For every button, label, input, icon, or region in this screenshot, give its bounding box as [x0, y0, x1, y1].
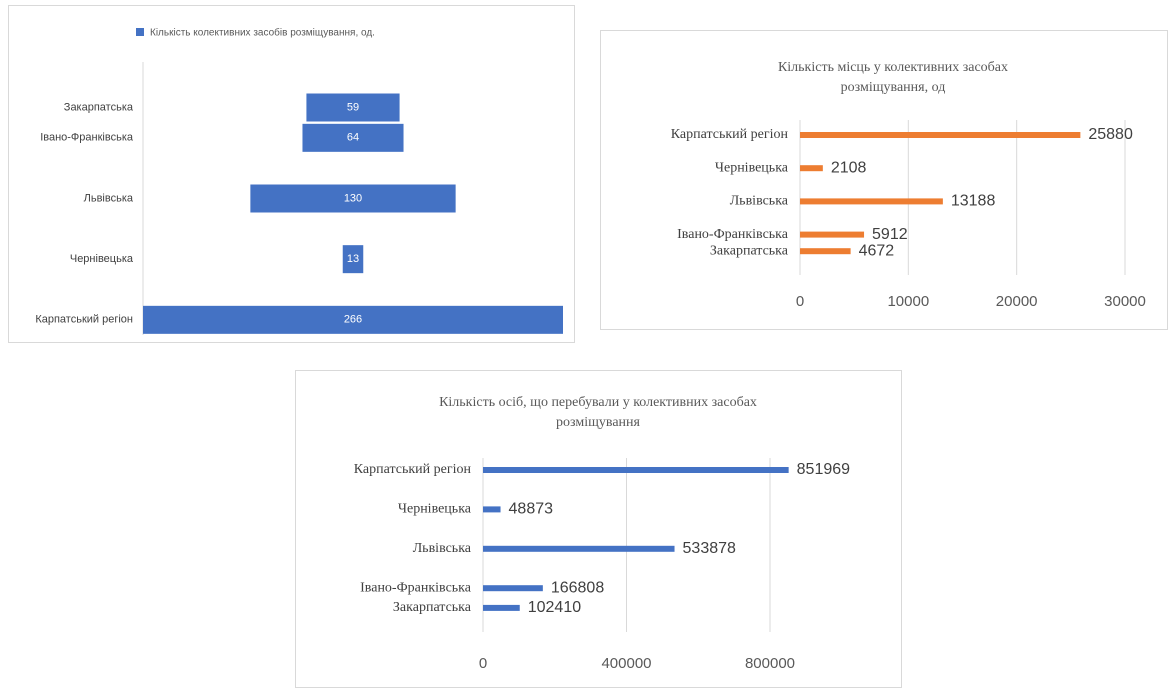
bar [800, 132, 1081, 138]
category-label: Закарпатська [710, 243, 789, 258]
category-label: Івано-Франківська [677, 227, 789, 242]
frame [600, 30, 1168, 330]
x-tick-label: 0 [796, 293, 804, 310]
legend-swatch [136, 28, 144, 36]
data-label: 25880 [1088, 126, 1133, 143]
data-label: 64 [347, 132, 359, 144]
data-label: 2108 [831, 159, 867, 176]
bar [302, 123, 404, 152]
chart-title: Кількість осіб, що перебували у колектив… [439, 395, 757, 410]
data-label: 48873 [509, 501, 554, 518]
category-label: Карпатський регіон [35, 314, 133, 326]
bar [800, 165, 823, 172]
data-label: 166808 [551, 579, 604, 596]
category-label: Львівська [84, 192, 134, 204]
data-label: 102410 [528, 599, 581, 616]
category-label: Карпатський регіон [354, 462, 472, 477]
category-label: Закарпатська [393, 600, 472, 615]
bar [800, 231, 865, 238]
category-label: Львівська [413, 541, 472, 556]
x-tick-label: 0 [479, 655, 487, 672]
data-label: 266 [344, 314, 362, 326]
category-label: Івано-Франківська [40, 132, 134, 144]
x-tick-label: 20000 [996, 293, 1038, 310]
category-label: Карпатський регіон [671, 127, 789, 142]
chart-title: розміщування [556, 415, 640, 430]
x-tick-label: 10000 [887, 293, 929, 310]
data-label: 5912 [872, 226, 908, 243]
data-label: 130 [344, 192, 362, 204]
category-label: Чернівецька [70, 253, 134, 265]
data-label: 533878 [683, 540, 736, 557]
x-tick-label: 30000 [1104, 293, 1146, 310]
data-label: 4672 [859, 242, 895, 259]
category-label: Львівська [730, 194, 789, 209]
bar [800, 248, 851, 255]
frame [8, 5, 575, 343]
bar [342, 245, 364, 274]
legend-label: Кількість колективних засобів розміщуван… [150, 27, 375, 39]
chart-2: Кількість місць у колективних засобах роз… [600, 30, 1168, 330]
bar [800, 198, 943, 205]
category-label: Чернівецька [715, 160, 789, 175]
bar [483, 467, 789, 473]
data-label: 851969 [797, 461, 850, 478]
data-label: 59 [347, 101, 359, 113]
bar [483, 506, 501, 513]
bar [143, 305, 563, 334]
bar [306, 93, 400, 122]
chart-3: Кількість осіб, що перебували у колектив… [295, 370, 902, 688]
chart-title: Кількість місць у колективних засобах [778, 60, 1008, 75]
bar [483, 545, 675, 552]
data-label: 13188 [951, 193, 996, 210]
chart-1: Кількість колективних засобів розміщуван… [8, 5, 575, 343]
data-label: 13 [347, 253, 359, 265]
bar [483, 585, 543, 592]
category-label: Чернівецька [398, 502, 472, 517]
category-label: Івано-Франківська [360, 580, 472, 595]
x-tick-label: 800000 [745, 655, 795, 672]
category-label: Закарпатська [64, 101, 134, 113]
chart-title: розміщування, од [841, 80, 946, 95]
frame [295, 370, 902, 688]
bar [250, 184, 456, 213]
x-tick-label: 400000 [601, 655, 651, 672]
bar [483, 604, 520, 611]
